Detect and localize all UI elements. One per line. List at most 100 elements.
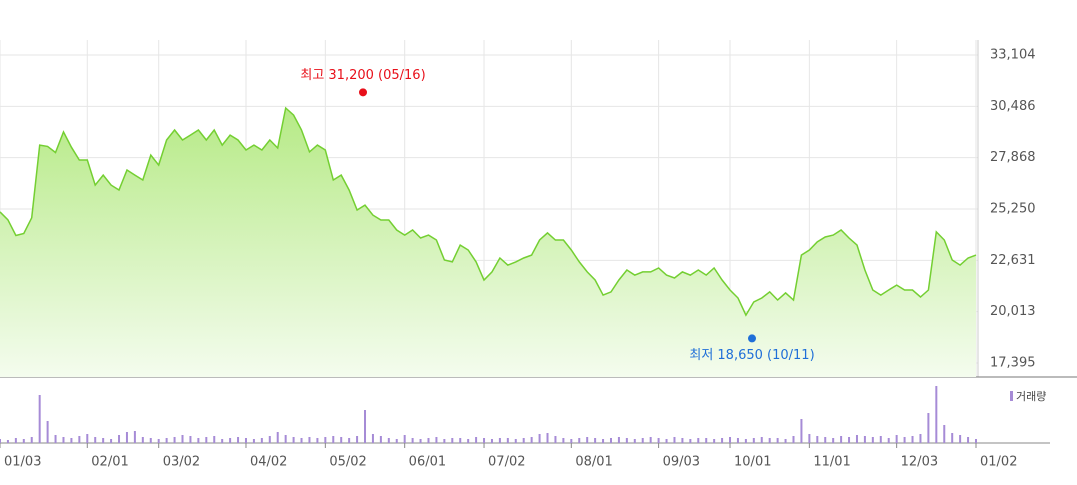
volume-bar <box>530 437 533 443</box>
volume-bar <box>776 438 779 443</box>
volume-bar <box>332 436 335 443</box>
price-area <box>0 108 976 377</box>
volume-bar <box>816 436 819 443</box>
volume-bar <box>546 433 549 443</box>
volume-bar <box>260 438 263 443</box>
volume-bar <box>903 437 906 443</box>
volume-bar <box>94 437 97 443</box>
x-tick-label: 08/01 <box>575 455 612 470</box>
volume-bar <box>832 438 835 443</box>
volume-bar <box>967 437 970 443</box>
volume-bar <box>657 438 660 443</box>
volume-bar <box>165 438 168 443</box>
volume-bar <box>54 435 57 443</box>
volume-bar <box>514 439 517 443</box>
volume-bar <box>102 438 105 443</box>
annotation-dot <box>359 88 367 97</box>
volume-bar <box>633 439 636 443</box>
volume-bar <box>292 437 295 443</box>
volume-bar <box>189 436 192 443</box>
volume-bar <box>475 437 478 443</box>
x-tick-label: 11/01 <box>813 455 850 470</box>
volume-bar <box>927 413 930 443</box>
volume-bar <box>173 437 176 443</box>
volume-bar <box>268 436 271 443</box>
volume-bar <box>887 438 890 443</box>
volume-bar <box>483 438 486 443</box>
volume-bar <box>641 438 644 443</box>
volume-bar <box>784 439 787 443</box>
volume-bar <box>895 435 898 443</box>
volume-bar <box>221 439 224 443</box>
volume-bar <box>419 439 422 443</box>
volume-bar <box>411 438 414 443</box>
volume-bar <box>244 438 247 443</box>
volume-bar <box>959 435 962 443</box>
volume-bar <box>110 439 113 443</box>
volume-bar <box>324 437 327 443</box>
volume-bar <box>316 438 319 443</box>
volume-bar <box>943 425 946 443</box>
volume-bar <box>538 434 541 443</box>
volume-bar <box>30 437 33 443</box>
volume-bar <box>300 438 303 443</box>
volume-bar <box>586 437 589 443</box>
volume-bar <box>609 438 612 443</box>
volume-bar <box>490 439 493 443</box>
volume-bar <box>348 438 351 443</box>
volume-bar <box>364 410 367 443</box>
annotation-label: 최저 18,650 (10/11) <box>689 348 814 363</box>
volume-bar <box>578 438 581 443</box>
x-tick-label: 05/02 <box>329 455 366 470</box>
volume-bar <box>403 435 406 443</box>
volume-bar <box>205 437 208 443</box>
x-tick-label: 04/02 <box>250 455 287 470</box>
volume-bar <box>840 436 843 443</box>
volume-bar <box>824 437 827 443</box>
volume-bar <box>911 436 914 443</box>
legend-label: 거래량 <box>1016 390 1046 403</box>
volume-bar <box>237 437 240 443</box>
volume-bar <box>6 440 9 443</box>
volume-bar <box>252 439 255 443</box>
volume-bar <box>181 435 184 443</box>
y-tick-label: 33,104 <box>990 48 1036 63</box>
y-tick-label: 27,868 <box>990 150 1036 165</box>
volume-bar <box>451 438 454 443</box>
volume-bar <box>673 437 676 443</box>
x-tick-label: 01/03 <box>4 455 41 470</box>
volume-bar <box>729 437 732 443</box>
volume-bar <box>387 438 390 443</box>
volume-bar <box>125 432 128 443</box>
volume-bar <box>863 436 866 443</box>
price-line <box>0 106 977 317</box>
x-tick-label: 01/02 <box>980 455 1017 470</box>
volume-bar <box>617 437 620 443</box>
volume-bar <box>78 436 81 443</box>
volume-bar <box>86 434 89 443</box>
volume-bar <box>522 438 525 443</box>
volume-bar <box>554 436 557 443</box>
volume-bar <box>118 435 121 443</box>
x-tick-label: 09/03 <box>663 455 700 470</box>
volume-bar <box>570 439 573 443</box>
volume-bar <box>276 432 279 443</box>
volume-bar <box>340 437 343 443</box>
volume-bar <box>0 439 1 443</box>
volume-bar <box>681 438 684 443</box>
volume-bar <box>38 395 41 443</box>
volume-bar <box>697 438 700 443</box>
volume-bar <box>848 437 851 443</box>
volume-bar <box>713 439 716 443</box>
volume-bar <box>443 439 446 443</box>
volume-bar <box>308 437 311 443</box>
volume-bar <box>70 438 73 443</box>
volume-bar <box>855 435 858 443</box>
volume-bar <box>625 438 628 443</box>
volume-bar <box>602 439 605 443</box>
volume-bar <box>229 438 232 443</box>
volume-bar <box>594 438 597 443</box>
x-tick-label: 03/02 <box>163 455 200 470</box>
